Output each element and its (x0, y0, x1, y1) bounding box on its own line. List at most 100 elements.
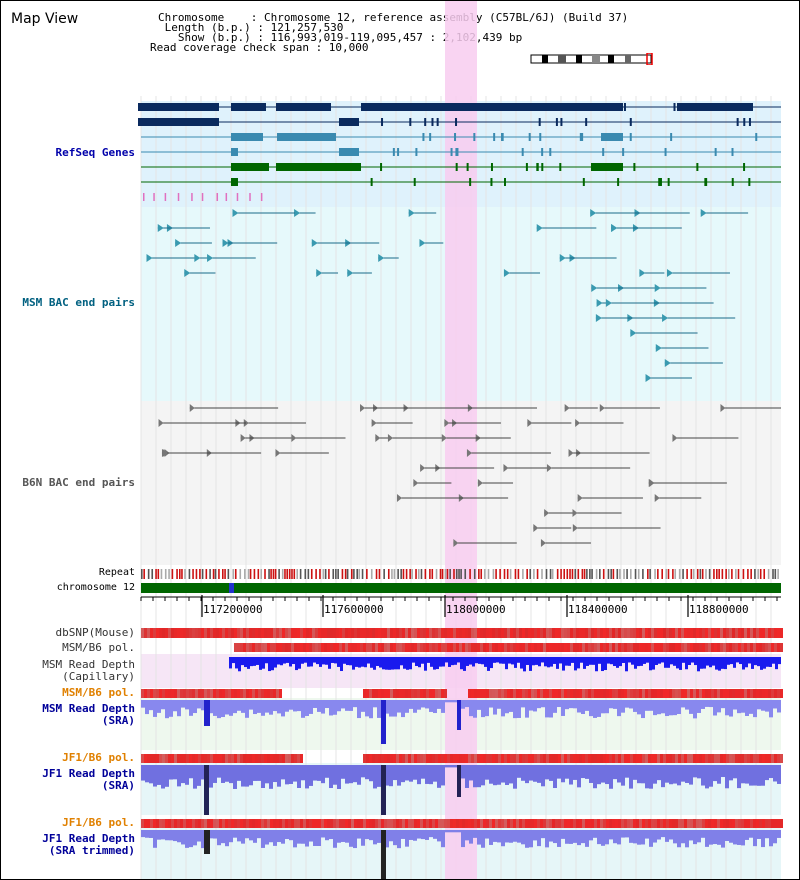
polymorphism-mark (285, 643, 288, 652)
depth-bar (657, 765, 661, 781)
depth-bar (253, 657, 256, 666)
depth-bar (257, 830, 261, 839)
polymorphism-mark (216, 819, 219, 828)
polymorphism-mark (276, 754, 279, 763)
polymorphism-mark (552, 819, 555, 828)
repeat-mark (692, 569, 695, 579)
polymorphism-mark (174, 628, 177, 638)
depth-bar (777, 830, 781, 838)
repeat-mark (257, 569, 260, 579)
depth-bar (357, 830, 361, 839)
polymorphism-mark (327, 643, 330, 652)
depth-bar (473, 700, 477, 718)
polymorphism-mark (297, 643, 300, 652)
polymorphism-mark (606, 689, 609, 698)
depth-bar (331, 657, 334, 663)
depth-bar (509, 700, 513, 712)
polymorphism-mark (642, 689, 645, 698)
polymorphism-mark (600, 754, 603, 763)
polymorphism-mark (564, 643, 567, 652)
repeat-mark (291, 569, 293, 579)
depth-bar (657, 700, 661, 715)
polymorphism-mark (534, 689, 537, 698)
depth-bar (265, 700, 269, 713)
polymorphism-mark (588, 643, 591, 652)
polymorphism-mark (177, 754, 180, 763)
bac-end (162, 449, 168, 457)
depth-bar (173, 830, 177, 842)
depth-bar (553, 700, 557, 713)
polymorphism-mark (420, 689, 423, 698)
polymorphism-mark (687, 819, 690, 828)
polymorphism-mark (174, 689, 177, 698)
polymorphism-mark (276, 689, 279, 698)
polymorphism-mark (501, 643, 504, 652)
polymorphism-mark (690, 628, 693, 638)
depth-bar (673, 830, 677, 844)
polymorphism-mark (729, 819, 732, 828)
depth-bar (484, 657, 487, 667)
depth-bar (249, 700, 253, 710)
depth-bar (713, 765, 717, 782)
gene-exon (503, 178, 506, 186)
depth-spike (457, 765, 461, 797)
polymorphism-mark (213, 628, 216, 638)
gene-exon (231, 163, 269, 171)
depth-bar (717, 700, 721, 713)
depth-bar (605, 700, 609, 714)
depth-bar (532, 657, 535, 666)
gene-exon (601, 133, 623, 141)
depth-bar (682, 657, 685, 663)
depth-bar (235, 657, 238, 669)
depth-bar (493, 765, 497, 786)
polymorphism-mark (255, 754, 258, 763)
depth-bar (221, 765, 225, 783)
repeat-label: Repeat (98, 567, 135, 578)
depth-bar (309, 765, 313, 786)
polymorphism-mark (216, 754, 219, 763)
depth-bar (625, 657, 628, 672)
polymorphism-mark (579, 754, 582, 763)
polymorphism-mark (387, 628, 390, 638)
polymorphism-mark (309, 643, 312, 652)
polymorphism-mark (231, 628, 234, 638)
polymorphism-mark (726, 689, 729, 698)
depth-bar (253, 765, 257, 781)
polymorphism-mark (390, 819, 393, 828)
gene-exon (436, 118, 439, 126)
depth-bar (583, 657, 586, 669)
depth-bar (352, 657, 355, 670)
polymorphism-mark (729, 628, 732, 638)
polymorphism-mark (660, 689, 663, 698)
polymorphism-mark (195, 628, 198, 638)
polymorphism-mark (318, 819, 321, 828)
polymorphism-mark (489, 819, 492, 828)
polymorphism-mark (204, 754, 207, 763)
polymorphism-mark (423, 754, 426, 763)
view-region-marker[interactable] (646, 53, 653, 65)
depth-bar (197, 765, 201, 786)
depth-bar (217, 765, 221, 778)
gene-exon (466, 163, 469, 171)
gene-exon (339, 148, 359, 156)
polymorphism-mark (540, 689, 543, 698)
repeat-mark (315, 569, 317, 579)
polymorphism-mark (540, 643, 543, 652)
repeat-mark (402, 569, 405, 579)
depth-bar (353, 830, 357, 849)
depth-bar (286, 657, 289, 663)
repeat-mark (705, 569, 707, 579)
polymorphism-mark (591, 754, 594, 763)
polymorphism-mark (759, 643, 762, 652)
repeat-mark (449, 569, 451, 579)
repeat-mark (322, 569, 325, 579)
ruler-tick-label: 118800000 (689, 603, 749, 616)
depth-bar (625, 700, 629, 708)
depth-bar (689, 765, 693, 785)
repeat-mark (754, 569, 756, 579)
chromosome-ideogram[interactable] (530, 53, 654, 65)
polymorphism-mark (171, 754, 174, 763)
polymorphism-mark (687, 689, 690, 698)
polymorphism-mark (459, 754, 462, 763)
